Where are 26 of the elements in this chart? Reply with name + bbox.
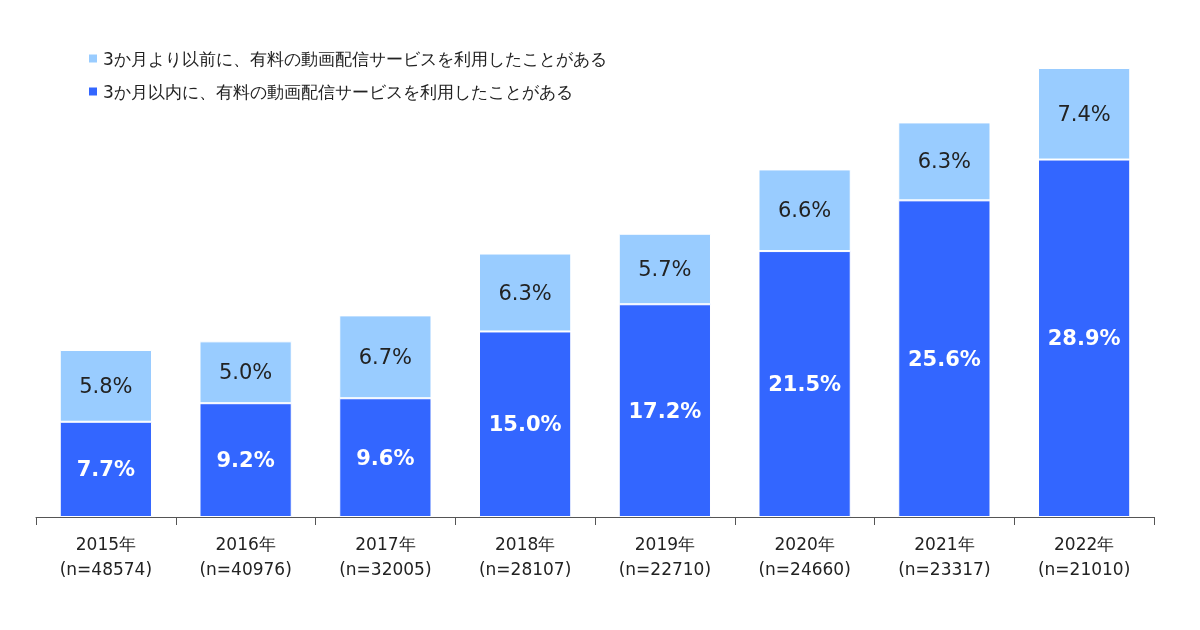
data-label: 6.3% <box>498 280 552 305</box>
data-label: 9.6% <box>356 445 415 470</box>
data-label: 5.0% <box>218 360 273 385</box>
data-label: 6.7% <box>358 344 413 369</box>
x-tick-label: 2018年 (n=28107) <box>478 533 572 579</box>
x-tick-label: 2021年 (n=23317) <box>898 533 991 579</box>
legend-label: 3か月以内に、有料の動画配信サービスを利用したことがある <box>103 81 573 102</box>
data-label: 6.6% <box>777 198 832 223</box>
data-label: 6.3% <box>917 149 972 174</box>
data-label: 17.2% <box>628 398 702 423</box>
data-label: 5.8% <box>79 373 133 398</box>
x-tick-label: 2017年 (n=32005) <box>339 533 432 579</box>
legend-label: 3か月より以前に、有料の動画配信サービスを利用したことがある <box>103 48 607 69</box>
data-label: 25.6% <box>907 346 981 371</box>
data-label: 7.7% <box>76 457 135 482</box>
x-tick-label: 2019年 (n=22710) <box>618 533 712 579</box>
x-tick-label: 2015年 (n=48574) <box>59 533 153 579</box>
data-label: 21.5% <box>768 372 842 397</box>
data-label: 7.4% <box>1057 101 1111 126</box>
data-label: 5.7% <box>638 257 692 281</box>
x-tick-label: 2022年 (n=21010) <box>1037 533 1131 579</box>
data-label: 28.9% <box>1047 326 1121 351</box>
x-tick-label: 2020年 (n=24660) <box>758 533 851 579</box>
data-label: 15.0% <box>488 412 562 437</box>
data-label: 9.2% <box>216 448 275 473</box>
x-tick-label: 2016年 (n=40976) <box>199 533 292 579</box>
